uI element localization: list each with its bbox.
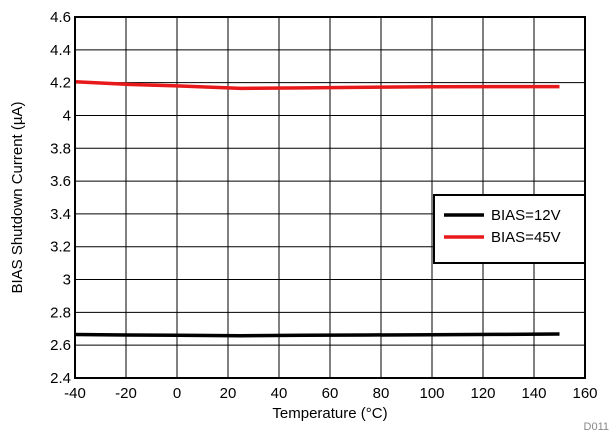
- y-tick-label: 3.4: [50, 206, 71, 223]
- x-tick-label: 20: [220, 385, 237, 402]
- y-tick-label: 4: [63, 107, 71, 124]
- y-tick-label: 2.6: [50, 337, 71, 354]
- x-tick-label: 40: [271, 385, 288, 402]
- legend-entry: BIAS=12V: [491, 207, 561, 224]
- x-tick-label: 60: [322, 385, 339, 402]
- y-tick-label: 4.6: [50, 9, 71, 26]
- y-tick-label: 2.4: [50, 370, 71, 387]
- y-tick-label: 3: [63, 272, 71, 289]
- legend-box: [433, 194, 586, 264]
- y-tick-label: 4.2: [50, 75, 71, 92]
- x-tick-label: -20: [115, 385, 137, 402]
- legend-entry: BIAS=45V: [491, 229, 561, 246]
- legend: BIAS=12V BIAS=45V: [433, 194, 586, 264]
- series-line: [74, 80, 560, 91]
- series-line: [74, 332, 560, 338]
- x-axis-label: Temperature (°C): [272, 405, 387, 422]
- x-tick-label: 160: [572, 385, 597, 402]
- series-layer: [74, 80, 560, 338]
- x-tick-label: 120: [470, 385, 495, 402]
- x-tick-label: -40: [64, 385, 86, 402]
- x-tick-labels: -40 -20 0 20 40 60 80 100 120 140 160: [64, 385, 597, 402]
- x-tick-label: 100: [419, 385, 444, 402]
- x-tick-label: 140: [521, 385, 546, 402]
- x-tick-label: 80: [373, 385, 390, 402]
- y-tick-labels: 2.4 2.6 2.8 3 3.2 3.4 3.6 3.8 4 4.2 4.4 4.6: [50, 9, 71, 387]
- y-tick-label: 2.8: [50, 304, 71, 321]
- y-axis-label: BIAS Shutdown Current (µA): [9, 101, 26, 293]
- y-tick-label: 3.6: [50, 173, 71, 190]
- y-tick-label: 3.8: [50, 140, 71, 157]
- y-tick-label: 4.4: [50, 42, 71, 59]
- figure-code: D011: [584, 421, 609, 433]
- y-tick-label: 3.2: [50, 239, 71, 256]
- x-tick-label: 0: [173, 385, 181, 402]
